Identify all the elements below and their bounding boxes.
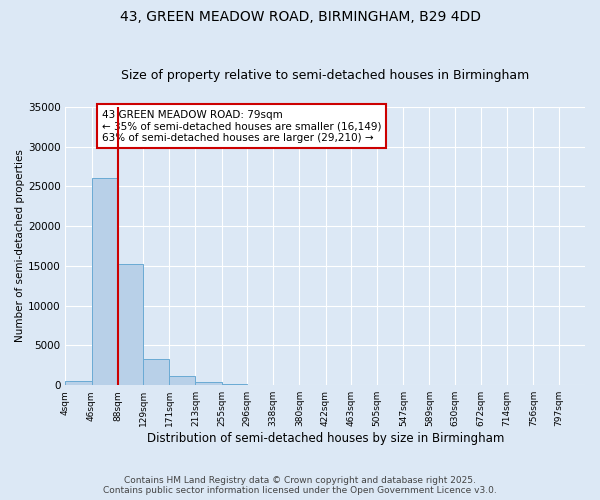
Y-axis label: Number of semi-detached properties: Number of semi-detached properties xyxy=(15,150,25,342)
Bar xyxy=(65,381,92,385)
Bar xyxy=(221,384,247,385)
Bar xyxy=(196,382,221,385)
Bar xyxy=(169,376,196,385)
Title: Size of property relative to semi-detached houses in Birmingham: Size of property relative to semi-detach… xyxy=(121,69,529,82)
Bar xyxy=(92,178,118,385)
Text: 43, GREEN MEADOW ROAD, BIRMINGHAM, B29 4DD: 43, GREEN MEADOW ROAD, BIRMINGHAM, B29 4… xyxy=(119,10,481,24)
Bar xyxy=(118,264,143,385)
Text: Contains HM Land Registry data © Crown copyright and database right 2025.
Contai: Contains HM Land Registry data © Crown c… xyxy=(103,476,497,495)
Bar xyxy=(143,358,169,385)
Text: 43 GREEN MEADOW ROAD: 79sqm
← 35% of semi-detached houses are smaller (16,149)
6: 43 GREEN MEADOW ROAD: 79sqm ← 35% of sem… xyxy=(102,110,381,143)
X-axis label: Distribution of semi-detached houses by size in Birmingham: Distribution of semi-detached houses by … xyxy=(146,432,504,445)
